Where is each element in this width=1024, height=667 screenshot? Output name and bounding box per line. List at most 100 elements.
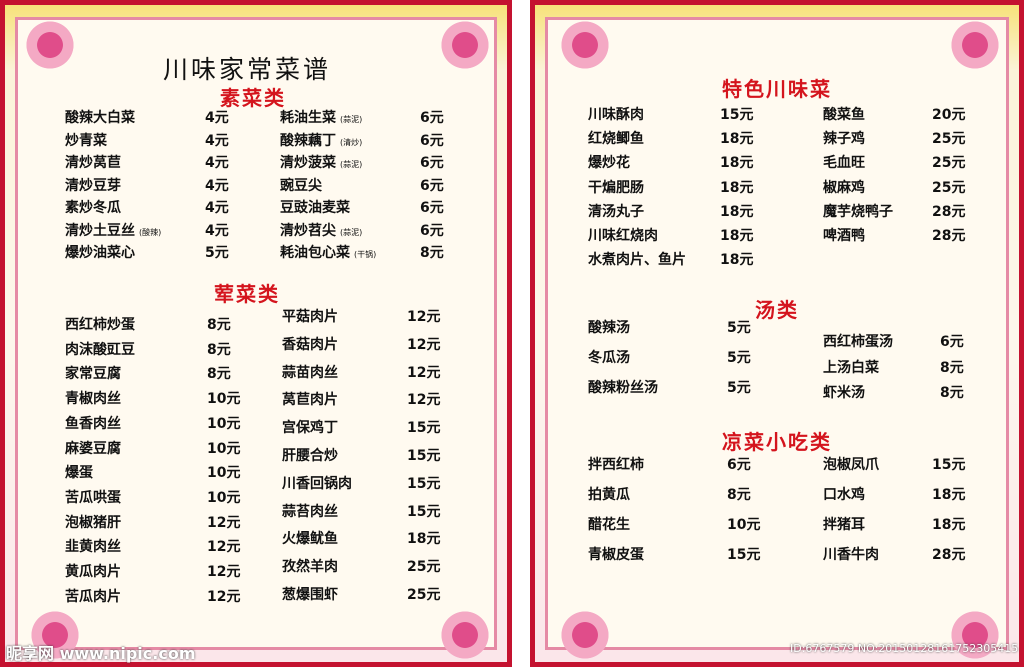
dish-price: 15元 — [932, 457, 966, 473]
dish-name: 上汤白菜 — [823, 359, 879, 376]
dish-name: 拌西红柿 — [588, 457, 644, 473]
dish-name: 啤酒鸭 — [823, 228, 865, 244]
dish-price: 15元 — [407, 420, 441, 437]
dish-price: 10元 — [207, 465, 241, 482]
dish-price: 18元 — [720, 203, 754, 220]
dish-price: 20元 — [932, 107, 966, 123]
dish-price: 4元 — [205, 200, 229, 216]
dish-name: 毛血旺 — [823, 155, 865, 172]
corner-flower — [435, 605, 495, 665]
dish-name: 肝腰合炒 — [282, 448, 338, 464]
dish-price: 5元 — [727, 380, 751, 396]
dish-price: 25元 — [932, 179, 966, 196]
dish-name: 水煮肉片、鱼片 — [588, 252, 686, 269]
dish-name: 青椒肉丝 — [65, 391, 121, 408]
dish-price: 28元 — [932, 228, 966, 244]
dish-price: 6元 — [727, 457, 751, 473]
dish-price: 8元 — [207, 366, 231, 383]
dish-name: 椒麻鸡 — [823, 179, 865, 196]
dish-name: 川香牛肉 — [823, 547, 879, 563]
dish-name: 川香回锅肉 — [282, 475, 352, 492]
dish-price: 10元 — [207, 391, 241, 408]
dish-name: 清炒豆芽 — [65, 177, 121, 194]
dish-price: 15元 — [720, 107, 754, 123]
dish-price: 12元 — [407, 309, 441, 325]
dish-price: 25元 — [407, 587, 441, 603]
dish-price: 5元 — [205, 245, 229, 261]
corner-flower — [555, 605, 615, 665]
dish-name: 肉沫酸豇豆 — [65, 341, 135, 358]
dish-name: 红烧鲫鱼 — [588, 131, 644, 148]
dish-price: 10元 — [727, 517, 761, 533]
dish-name: 冬瓜汤 — [588, 350, 630, 366]
corner-flower — [25, 605, 85, 665]
dish-price: 12元 — [407, 364, 441, 381]
dish-note: (蒜泥) — [340, 115, 363, 124]
dish-price: 10元 — [207, 415, 241, 432]
section-heading: 汤类 — [755, 298, 799, 322]
dish-price: 4元 — [205, 110, 229, 126]
dish-price: 6元 — [420, 155, 444, 171]
dish-name: 蒜苔肉丝 — [282, 503, 338, 520]
dish-price: 12元 — [207, 514, 241, 531]
dish-price: 12元 — [207, 539, 241, 556]
dish-name: 泡椒猪肝 — [65, 514, 121, 531]
dish-price: 12元 — [407, 336, 441, 353]
dish-price: 18元 — [407, 531, 441, 548]
dish-name: 泡椒凤爪 — [823, 457, 879, 473]
dish-price: 6元 — [420, 177, 444, 194]
dish-price: 12元 — [207, 564, 241, 580]
page-frame — [545, 17, 1009, 650]
dish-price: 8元 — [207, 317, 231, 333]
dish-price: 28元 — [932, 547, 966, 563]
dish-price: 15元 — [407, 503, 441, 520]
dish-price: 18元 — [720, 155, 754, 172]
dish-name: 川味酥肉 — [588, 107, 644, 123]
dish-price: 8元 — [940, 359, 964, 376]
dish-price: 8元 — [207, 341, 231, 358]
dish-name: 家常豆腐 — [65, 366, 121, 383]
dish-price: 12元 — [207, 588, 241, 605]
menu-title: 川味家常菜谱 — [162, 55, 332, 84]
dish-name: 炒青菜 — [65, 132, 107, 149]
section-heading: 特色川味菜 — [722, 77, 832, 101]
dish-price: 6元 — [940, 334, 964, 350]
dish-price: 5元 — [727, 320, 751, 336]
dish-name: 苦瓜哄蛋 — [65, 489, 121, 506]
dish-name: 鱼香肉丝 — [65, 415, 121, 432]
dish-price: 4元 — [205, 132, 229, 149]
dish-name: 孜然羊肉 — [282, 559, 338, 576]
section-heading: 素菜类 — [220, 86, 286, 110]
right-page — [530, 0, 1024, 667]
dish-price: 6元 — [420, 200, 444, 216]
dish-price: 10元 — [207, 489, 241, 506]
corner-flower — [20, 15, 80, 75]
dish-price: 12元 — [407, 392, 441, 409]
dish-name: 爆炒花 — [588, 155, 630, 172]
dish-note: (酸辣) — [139, 227, 162, 237]
dish-price: 6元 — [420, 110, 444, 126]
dish-price: 18元 — [932, 517, 966, 533]
dish-name: 苦瓜肉片 — [65, 588, 121, 605]
dish-price: 15元 — [407, 448, 441, 464]
dish-price: 4元 — [205, 222, 229, 239]
dish-price: 28元 — [932, 203, 966, 220]
dish-price: 15元 — [727, 547, 761, 563]
dish-name: 平菇肉片 — [282, 309, 338, 325]
dish-note: (干锅) — [354, 250, 377, 259]
dish-name: 清汤丸子 — [588, 203, 644, 220]
dish-name: 素炒冬瓜 — [65, 200, 121, 216]
dish-name: 清炒苕尖 (蒜泥) — [280, 222, 363, 239]
dish-price: 15元 — [407, 475, 441, 492]
dish-price: 25元 — [932, 155, 966, 172]
dish-name: 黄瓜肉片 — [65, 564, 121, 580]
dish-name: 酸菜鱼 — [823, 107, 865, 123]
dish-name: 口水鸡 — [823, 487, 865, 503]
dish-name: 酸辣汤 — [588, 320, 630, 336]
dish-name: 清炒莴苣 — [65, 155, 121, 171]
watermark-id: ID:6767579 NO:20150128161752305415 — [790, 642, 1019, 655]
dish-name: 拍黄瓜 — [588, 487, 630, 503]
dish-name: 清炒土豆丝 (酸辣) — [65, 222, 162, 239]
dish-name: 川味红烧肉 — [588, 228, 658, 244]
corner-flower — [435, 15, 495, 75]
